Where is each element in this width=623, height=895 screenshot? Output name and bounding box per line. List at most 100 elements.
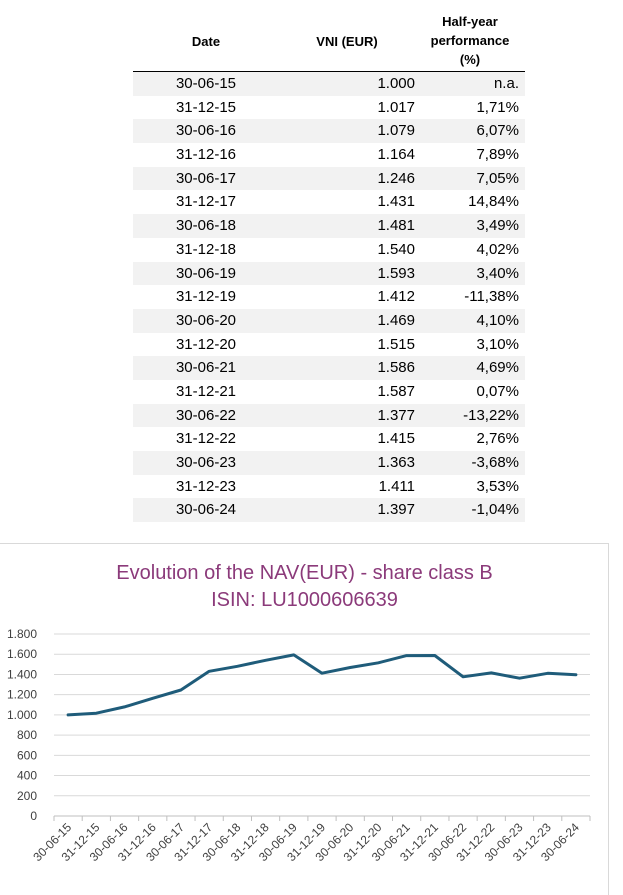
cell-performance: 3,10% <box>476 335 519 353</box>
y-tick-label: 0 <box>30 809 37 823</box>
y-tick-label: 1.000 <box>7 708 37 722</box>
cell-date: 31-12-15 <box>175 98 237 116</box>
data-point <box>462 675 465 678</box>
table-row: 31-12-21 1.587 0,07% <box>133 380 525 404</box>
table-row: 30-06-24 1.397 -1,04% <box>133 498 525 523</box>
data-point <box>123 705 126 708</box>
cell-vni: 1.411 <box>378 477 415 495</box>
cell-date: 30-06-15 <box>175 75 237 92</box>
data-point <box>321 672 324 675</box>
header-vni: VNI (EUR) <box>316 34 378 49</box>
cell-vni: 1.363 <box>377 454 415 471</box>
cell-performance: 6,07% <box>476 122 519 140</box>
cell-performance: 2,76% <box>476 430 519 448</box>
cell-date: 31-12-23 <box>175 477 237 495</box>
nav-series-line <box>66 653 578 717</box>
data-point <box>377 661 380 664</box>
cell-performance: 0,07% <box>476 382 519 400</box>
table-row: 30-06-17 1.246 7,05% <box>133 166 525 191</box>
table-row: 31-12-19 1.412 -11,38% <box>133 285 525 309</box>
cell-date: 31-12-21 <box>175 382 237 400</box>
table-row: 30-06-15 1.000 n.a. <box>133 72 525 96</box>
data-point <box>292 653 295 656</box>
cell-vni: 1.377 <box>377 406 415 424</box>
header-performance-line3: (%) <box>459 52 481 67</box>
cell-date: 30-06-19 <box>175 264 237 282</box>
cell-vni: 1.079 <box>377 122 415 140</box>
data-point <box>264 659 267 662</box>
cell-performance: 3,49% <box>476 217 519 235</box>
cell-performance: n.a. <box>493 75 519 92</box>
data-point <box>236 665 239 668</box>
y-tick-label: 1.800 <box>7 627 37 641</box>
cell-date: 30-06-21 <box>175 359 237 377</box>
cell-vni: 1.469 <box>377 311 415 329</box>
cell-performance: 4,69% <box>476 359 519 377</box>
chart-subtitle: ISIN: LU1000606639 <box>211 589 398 611</box>
table-row: 30-06-23 1.363 -3,68% <box>133 451 525 475</box>
y-tick-label: 200 <box>17 789 37 803</box>
table-row: 31-12-18 1.540 4,02% <box>133 238 525 262</box>
cell-performance: 4,10% <box>476 311 519 329</box>
data-point <box>179 689 182 692</box>
header-performance: Half-year performance (%) <box>415 12 525 69</box>
cell-performance: -13,22% <box>463 406 519 424</box>
cell-vni: 1.431 <box>377 193 415 211</box>
data-point <box>490 671 493 674</box>
data-point <box>208 670 211 673</box>
table-row: 31-12-17 1.431 14,84% <box>133 190 525 214</box>
chart-frame <box>0 543 609 895</box>
cell-vni: 1.246 <box>377 169 415 187</box>
y-tick-label: 1.200 <box>7 688 37 702</box>
cell-performance: 4,02% <box>476 240 519 258</box>
cell-vni: 1.586 <box>377 359 415 377</box>
cell-vni: 1.397 <box>377 501 415 519</box>
table-row: 30-06-20 1.469 4,10% <box>133 308 525 333</box>
cell-performance: 3,40% <box>476 264 519 282</box>
data-point <box>433 654 436 657</box>
data-point <box>546 672 549 675</box>
cell-date: 31-12-18 <box>175 240 237 258</box>
y-tick-label: 400 <box>17 769 37 783</box>
cell-date: 31-12-17 <box>175 193 237 211</box>
cell-vni: 1.000 <box>377 75 415 92</box>
cell-performance: 7,89% <box>476 146 519 164</box>
table-row: 30-06-19 1.593 3,40% <box>133 261 525 286</box>
cell-performance: 1,71% <box>476 98 519 116</box>
nav-table: Date VNI (EUR) Half-year performance (%)… <box>133 0 525 523</box>
cell-vni: 1.540 <box>377 240 415 258</box>
table-row: 31-12-20 1.515 3,10% <box>133 333 525 357</box>
table-header: Date VNI (EUR) Half-year performance (%) <box>133 0 525 72</box>
cell-date: 30-06-20 <box>175 311 237 329</box>
data-point <box>349 666 352 669</box>
table-row: 31-12-15 1.017 1,71% <box>133 96 525 120</box>
cell-performance: 14,84% <box>468 193 519 211</box>
cell-vni: 1.412 <box>377 288 415 306</box>
cell-date: 30-06-18 <box>175 217 237 235</box>
data-point <box>518 677 521 680</box>
table-row: 30-06-21 1.586 4,69% <box>133 356 525 380</box>
cell-performance: -11,38% <box>464 288 519 306</box>
cell-date: 30-06-22 <box>175 406 237 424</box>
cell-vni: 1.415 <box>377 430 415 448</box>
cell-date: 31-12-16 <box>175 146 237 164</box>
cell-date: 31-12-19 <box>175 288 237 306</box>
cell-performance: -3,68% <box>471 454 519 471</box>
data-point <box>405 654 408 657</box>
header-performance-line2: performance <box>430 33 510 48</box>
header-divider <box>133 71 525 72</box>
cell-date: 30-06-24 <box>175 501 237 519</box>
data-point <box>95 712 98 715</box>
y-tick-label: 1.400 <box>7 667 37 681</box>
cell-vni: 1.164 <box>377 146 415 164</box>
table-row: 31-12-23 1.411 3,53% <box>133 475 525 499</box>
cell-performance: 7,05% <box>476 169 519 187</box>
table-row: 31-12-22 1.415 2,76% <box>133 427 525 451</box>
cell-date: 31-12-22 <box>175 430 237 448</box>
data-point <box>574 673 577 676</box>
cell-date: 31-12-20 <box>175 335 237 353</box>
cell-vni: 1.593 <box>377 264 415 282</box>
y-tick-label: 600 <box>17 748 37 762</box>
cell-vni: 1.587 <box>377 382 415 400</box>
